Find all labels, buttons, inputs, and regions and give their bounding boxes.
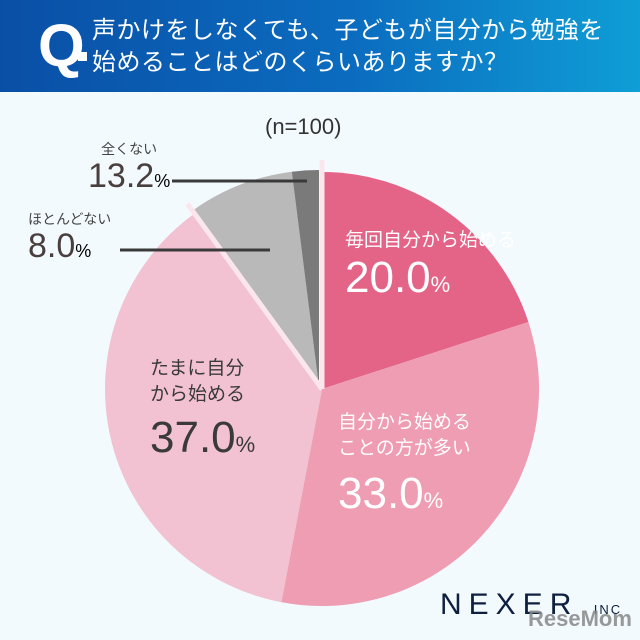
label-more-often: 自分から始める ことの方が多い 33.0% <box>338 412 472 518</box>
resemom-watermark: ReseMom <box>528 606 632 631</box>
pie-slice <box>105 213 323 603</box>
label-every-time: 毎回自分から始める 20.0% <box>345 230 517 302</box>
q-dot <box>78 52 87 61</box>
label-rarely: ほとんどない 8.0% <box>28 211 112 265</box>
pie-slice <box>191 171 319 387</box>
label-sometimes: たまに自分 から始める 37.0% <box>150 358 256 462</box>
question-header: Q 声かけをしなくても、子どもが自分から勉強を 始めることはどのくらいありますか… <box>0 0 640 92</box>
nexer-logo: NEXER INC <box>440 588 623 621</box>
pie-slice <box>291 170 319 387</box>
label-never: 全くない 13.2% <box>88 141 171 195</box>
question-text: 声かけをしなくても、子どもが自分から勉強を 始めることはどのくらいありますか？ <box>92 16 604 76</box>
sample-size: (n=100) <box>265 114 342 139</box>
pie-slice <box>322 172 529 389</box>
q-mark: Q <box>38 12 85 79</box>
slice-separator <box>185 202 325 391</box>
pie-slice <box>281 321 539 606</box>
